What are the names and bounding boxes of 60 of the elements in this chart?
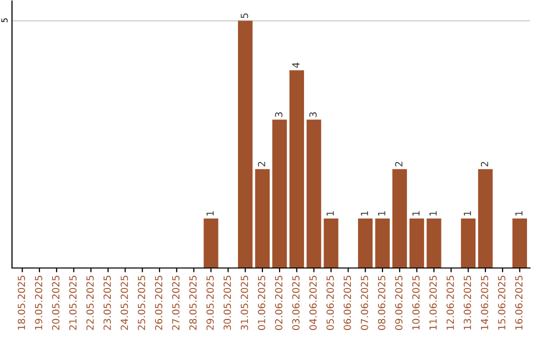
x-tick-label: 12.06.2025 bbox=[446, 276, 454, 330]
bar bbox=[512, 218, 527, 268]
x-tick-label: 11.06.2025 bbox=[429, 276, 437, 330]
bar bbox=[375, 218, 390, 268]
x-tick-label: 05.06.2025 bbox=[326, 276, 334, 330]
x-tick-label: 25.05.2025 bbox=[138, 276, 146, 330]
bar bbox=[478, 169, 493, 268]
x-tick-label: 04.06.2025 bbox=[309, 276, 317, 330]
x-tick-label: 03.06.2025 bbox=[292, 276, 300, 330]
data-label: 1 bbox=[515, 211, 522, 216]
x-tick-label: 24.05.2025 bbox=[120, 276, 128, 330]
bar bbox=[324, 218, 338, 268]
data-label: 1 bbox=[206, 211, 214, 216]
x-tick-label: 09.06.2025 bbox=[395, 276, 402, 330]
x-tick-label: 23.05.2025 bbox=[104, 276, 111, 330]
x-tick-label: 31.05.2025 bbox=[240, 276, 248, 330]
x-tick-label: 14.06.2025 bbox=[480, 276, 488, 330]
x-tick-label: 02.06.2025 bbox=[275, 276, 282, 330]
bar bbox=[358, 218, 373, 268]
bar bbox=[460, 218, 476, 268]
x-tick-label: 01.06.2025 bbox=[258, 276, 266, 330]
data-label: 4 bbox=[292, 62, 300, 68]
x-tick-label: 26.05.2025 bbox=[154, 276, 162, 330]
x-tick-label: 22.05.2025 bbox=[86, 276, 94, 330]
data-label: 1 bbox=[378, 211, 386, 216]
data-label: 2 bbox=[258, 162, 266, 166]
bar bbox=[410, 218, 424, 268]
bar bbox=[204, 218, 218, 268]
x-tick-label: 20.05.2025 bbox=[52, 276, 60, 330]
x-tick-label: 29.05.2025 bbox=[206, 276, 214, 330]
data-label: 2 bbox=[395, 162, 402, 166]
data-label: 1 bbox=[360, 211, 368, 216]
bar bbox=[392, 169, 407, 268]
x-tick-label: 18.05.2025 bbox=[18, 276, 26, 330]
bar bbox=[238, 20, 253, 268]
data-label: 1 bbox=[464, 211, 471, 216]
x-tick-label: 27.05.2025 bbox=[172, 276, 180, 330]
bar bbox=[255, 169, 270, 268]
x-tick-label: 13.06.2025 bbox=[464, 276, 472, 330]
x-tick-label: 28.05.2025 bbox=[189, 276, 197, 330]
bar bbox=[289, 70, 304, 268]
data-label: 1 bbox=[412, 211, 420, 216]
x-tick-label: 30.05.2025 bbox=[224, 276, 231, 330]
x-tick-label: 19.05.2025 bbox=[34, 276, 42, 330]
data-label: 3 bbox=[309, 112, 317, 117]
data-label: 1 bbox=[326, 211, 334, 216]
x-tick-label: 07.06.2025 bbox=[360, 276, 368, 330]
x-tick-label: 15.06.2025 bbox=[498, 276, 506, 330]
x-tick-label: 10.06.2025 bbox=[412, 276, 420, 330]
x-tick-label: 21.05.2025 bbox=[69, 276, 77, 330]
bar bbox=[306, 120, 322, 268]
bar bbox=[426, 218, 442, 268]
data-label: 1 bbox=[430, 211, 437, 216]
x-tick-label: 06.06.2025 bbox=[344, 276, 352, 330]
data-label: 5 bbox=[240, 13, 248, 18]
x-tick-label: 08.06.2025 bbox=[378, 276, 386, 330]
data-label: 2 bbox=[480, 162, 488, 166]
x-tick-label: 16.06.2025 bbox=[515, 276, 523, 330]
data-label: 3 bbox=[275, 112, 282, 117]
bar bbox=[272, 120, 287, 268]
